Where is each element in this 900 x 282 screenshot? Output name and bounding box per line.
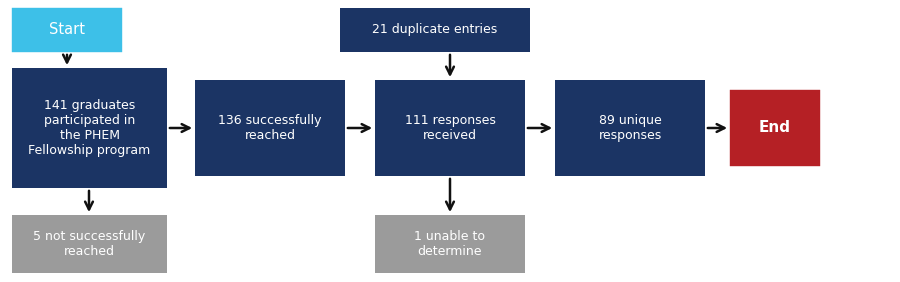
Text: 111 responses
received: 111 responses received bbox=[405, 114, 495, 142]
Text: 89 unique
responses: 89 unique responses bbox=[598, 114, 662, 142]
Bar bbox=[340, 8, 530, 52]
Bar bbox=[12, 68, 167, 188]
Text: 21 duplicate entries: 21 duplicate entries bbox=[373, 23, 498, 36]
Text: 5 not successfully
reached: 5 not successfully reached bbox=[33, 230, 146, 258]
Bar bbox=[375, 80, 525, 176]
FancyBboxPatch shape bbox=[12, 8, 122, 52]
Text: Start: Start bbox=[49, 23, 85, 38]
Text: 1 unable to
determine: 1 unable to determine bbox=[415, 230, 485, 258]
Text: End: End bbox=[759, 120, 791, 135]
Text: 136 successfully
reached: 136 successfully reached bbox=[218, 114, 322, 142]
Bar bbox=[375, 215, 525, 273]
Bar bbox=[12, 215, 167, 273]
Bar bbox=[555, 80, 705, 176]
FancyBboxPatch shape bbox=[730, 90, 820, 166]
Text: 141 graduates
participated in
the PHEM
Fellowship program: 141 graduates participated in the PHEM F… bbox=[29, 99, 150, 157]
Bar bbox=[195, 80, 345, 176]
